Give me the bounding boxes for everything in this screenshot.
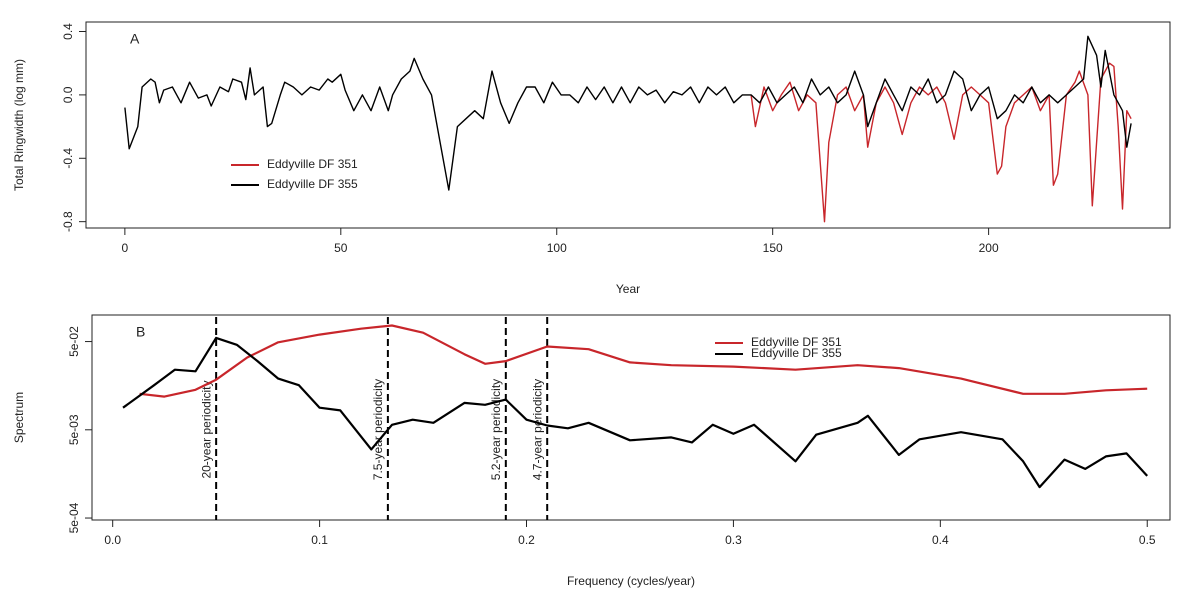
periodicity-label: 4.7-year periodicity [530,379,544,480]
x-tick-label: 0.0 [104,533,121,547]
y-axis-title: Spectrum [12,392,26,443]
y-tick-label: -0.4 [61,148,75,169]
legend-label: Eddyville DF 355 [267,177,358,191]
series-line [122,336,1149,489]
x-tick-label: 0 [122,241,129,255]
legend-label: Eddyville DF 355 [751,346,842,360]
y-tick-label: 5e-04 [67,502,81,533]
periodicity-label: 20-year periodicity [199,380,213,478]
legend-label: Eddyville DF 351 [751,335,842,349]
panel-label: B [136,324,145,340]
plot-frame [91,314,1171,521]
x-tick-label: 0.1 [311,533,328,547]
x-tick-label: 0.5 [1139,533,1156,547]
x-tick-label: 0.2 [518,533,535,547]
x-tick-label: 50 [334,241,348,255]
y-tick-label: 5e-02 [67,326,81,357]
series-line [750,62,1132,223]
panel-label: A [130,31,140,47]
y-tick-label: -0.8 [61,211,75,232]
plot-frame [85,21,1171,229]
periodicity-label: 5.2-year periodicity [489,379,503,480]
x-tick-label: 0.3 [725,533,742,547]
x-tick-label: 0.4 [932,533,949,547]
y-tick-label: 5e-03 [67,414,81,445]
series-line [124,35,1132,191]
y-tick-label: 0.4 [61,23,75,40]
x-tick-label: 200 [979,241,999,255]
x-axis-title: Frequency (cycles/year) [567,574,695,588]
x-axis-title: Year [616,282,640,296]
y-axis-title: Total Ringwidth (log mm) [12,59,26,191]
x-tick-label: 100 [547,241,567,255]
series-line [139,324,1148,398]
periodicity-label: 7.5-year periodicity [371,379,385,480]
legend-label: Eddyville DF 351 [267,157,358,171]
y-tick-label: 0.0 [61,86,75,103]
x-tick-label: 150 [763,241,783,255]
